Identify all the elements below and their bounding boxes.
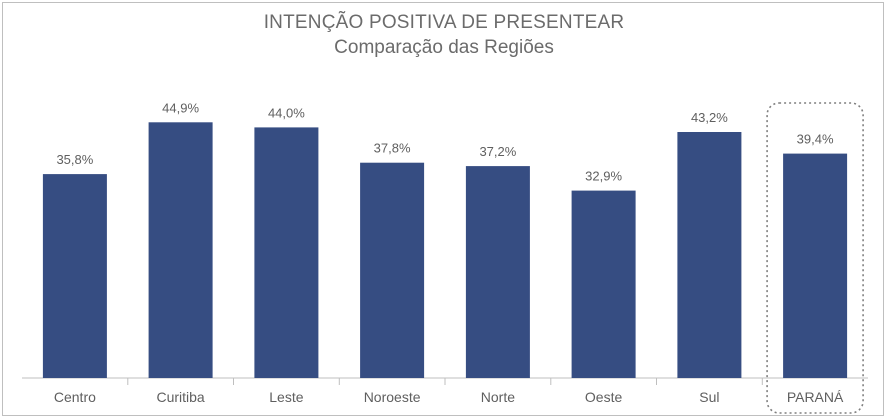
highlight-box	[766, 102, 864, 414]
chart-subtitle: Comparação das Regiões	[334, 37, 554, 58]
bar-curitiba	[148, 122, 213, 378]
bar-oeste	[571, 190, 636, 378]
category-label: Leste	[269, 389, 303, 405]
category-label: Sul	[699, 389, 719, 405]
category-label: Centro	[54, 389, 96, 405]
category-label: PARANÁ	[787, 389, 844, 405]
bar-norte	[465, 166, 530, 378]
data-label: 32,9%	[585, 169, 622, 184]
data-label: 39,4%	[797, 132, 834, 147]
data-label: 44,9%	[162, 100, 199, 115]
category-label: Norte	[481, 389, 515, 405]
data-label: 37,2%	[479, 144, 516, 159]
bar-centro	[42, 174, 107, 378]
data-label: 37,8%	[374, 141, 411, 156]
bar-leste	[254, 127, 319, 379]
bar-parana	[783, 153, 848, 378]
bar-noroeste	[360, 162, 425, 378]
category-label: Curitiba	[156, 389, 204, 405]
bar-sul	[677, 132, 742, 378]
data-label: 43,2%	[691, 110, 728, 125]
data-label: 44,0%	[268, 105, 305, 120]
chart-title: INTENÇÃO POSITIVA DE PRESENTEAR	[263, 12, 625, 33]
category-label: Oeste	[585, 389, 623, 405]
category-label: Noroeste	[364, 389, 421, 405]
data-label: 35,8%	[56, 152, 93, 167]
